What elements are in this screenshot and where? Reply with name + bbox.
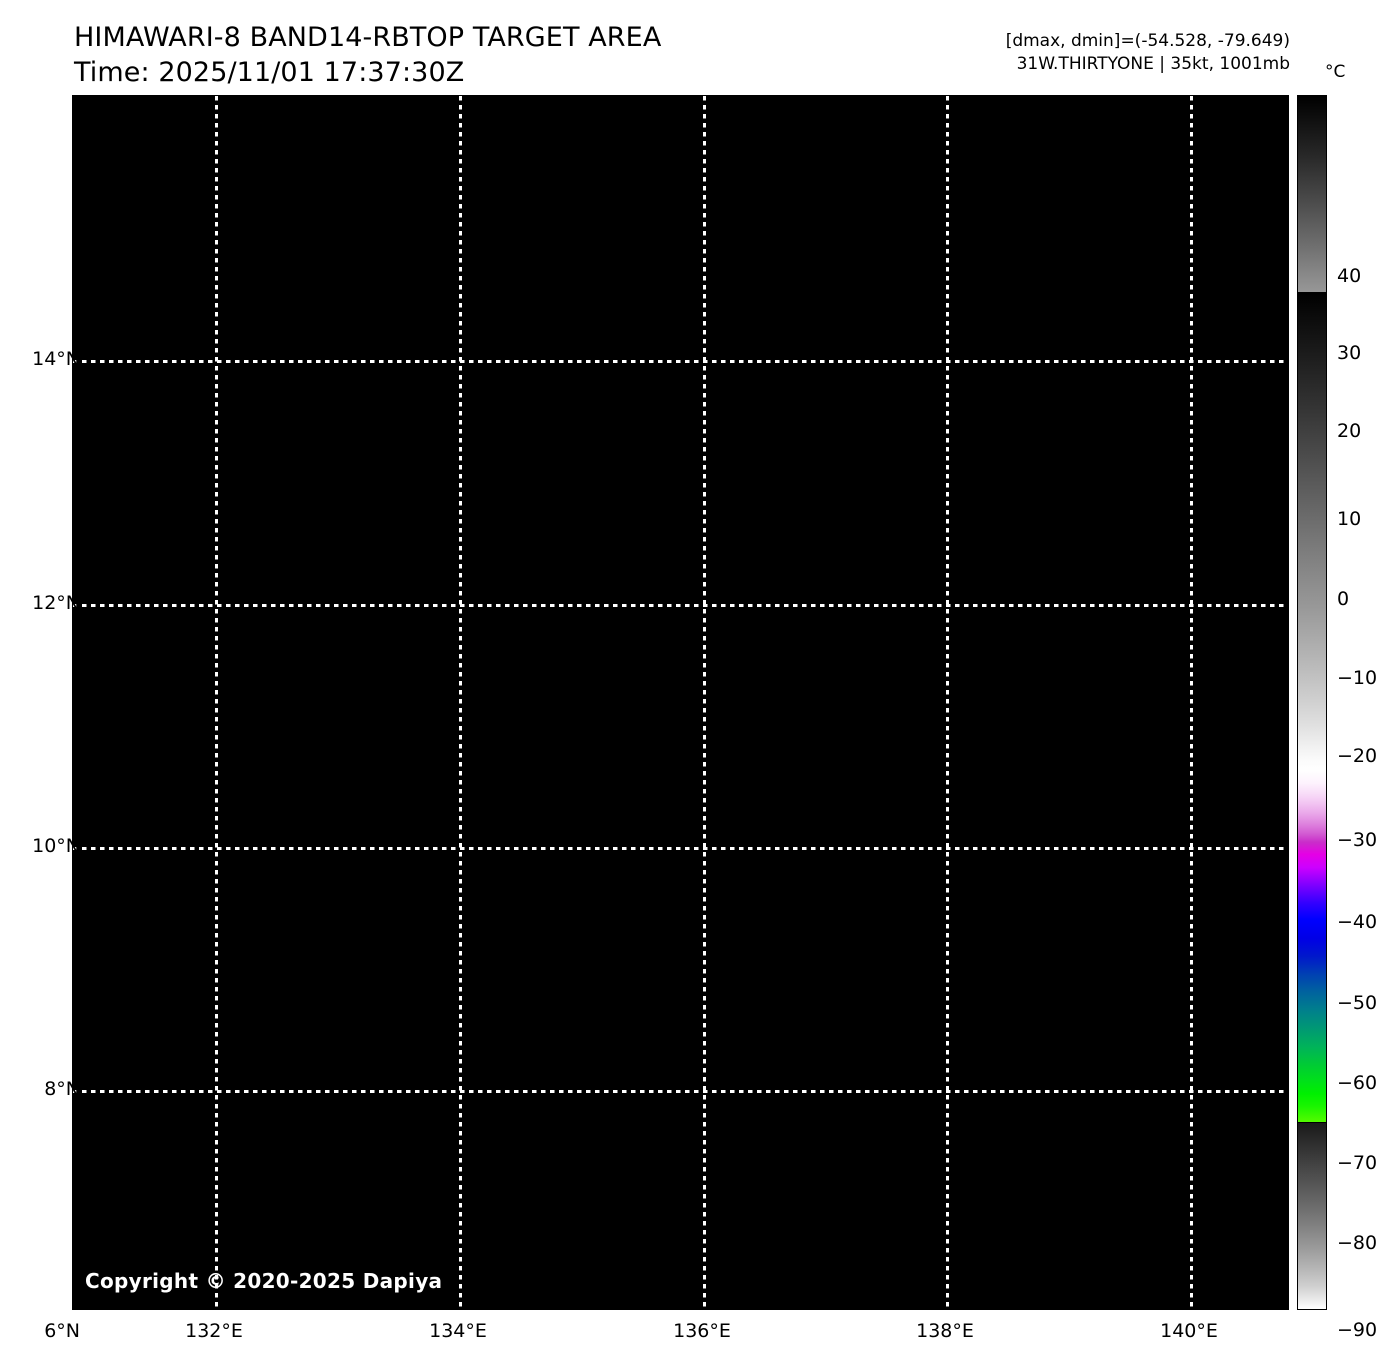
colorbar-tick-label: −60	[1337, 1072, 1378, 1094]
lon-tick-label: 138°E	[916, 1320, 974, 1342]
colorbar-tick-label: −20	[1337, 745, 1378, 767]
colorbar-tick-label: 20	[1337, 420, 1362, 442]
lon-tick-label: 132°E	[185, 1320, 243, 1342]
lat-tick-label: 12°N	[32, 592, 80, 614]
colorbar-segment-coldest	[1297, 1122, 1327, 1310]
lat-tick-label: 8°N	[44, 1078, 80, 1100]
colorbar-tick-label: 10	[1337, 508, 1362, 530]
lon-tick-label: 134°E	[429, 1320, 487, 1342]
colorbar-tick-label: 40	[1337, 265, 1362, 287]
colorbar-segment-warm	[1297, 95, 1327, 293]
page-title: HIMAWARI-8 BAND14-RBTOP TARGET AREA Time…	[74, 20, 661, 90]
dmax-dmin-readout: [dmax, dmin]=(-54.528, -79.649)	[1005, 31, 1290, 51]
colorbar-tick-label: −30	[1337, 829, 1378, 851]
colorbar-tick-label: 30	[1337, 342, 1362, 364]
lat-tick-label: 10°N	[32, 835, 80, 857]
colorbar-tick-label: −10	[1337, 667, 1378, 689]
copyright-notice: Copyright © 2020-2025 Dapiya	[85, 1269, 443, 1293]
lon-tick-label: 140°E	[1160, 1320, 1218, 1342]
colorbar-tick-label: −90	[1337, 1319, 1378, 1341]
lat-tick-label: 6°N	[44, 1320, 80, 1342]
lat-tick-label: 14°N	[32, 348, 80, 370]
title-product: HIMAWARI-8 BAND14-RBTOP TARGET AREA	[74, 22, 662, 53]
colorbar-tick-label: −70	[1337, 1152, 1378, 1174]
colorbar	[1297, 95, 1327, 1310]
storm-info-readout: 31W.THIRTYONE | 35kt, 1001mb	[1016, 53, 1290, 74]
title-timestamp: Time: 2025/11/01 17:37:30Z	[74, 57, 465, 89]
metadata-block: [dmax, dmin]=(-54.528, -79.649) 31W.THIR…	[1006, 30, 1290, 76]
colorbar-tick-label: −80	[1337, 1232, 1378, 1254]
colorbar-unit-label: °C	[1325, 62, 1346, 82]
colorbar-tick-label: 0	[1337, 588, 1350, 610]
lon-tick-label: 136°E	[673, 1320, 731, 1342]
satellite-image-plot: Copyright © 2020-2025 Dapiya	[72, 95, 1289, 1310]
colorbar-tick-label: −50	[1337, 992, 1378, 1014]
colorbar-tick-label: −40	[1337, 911, 1378, 933]
satellite-imagery-canvas	[73, 96, 1288, 1309]
